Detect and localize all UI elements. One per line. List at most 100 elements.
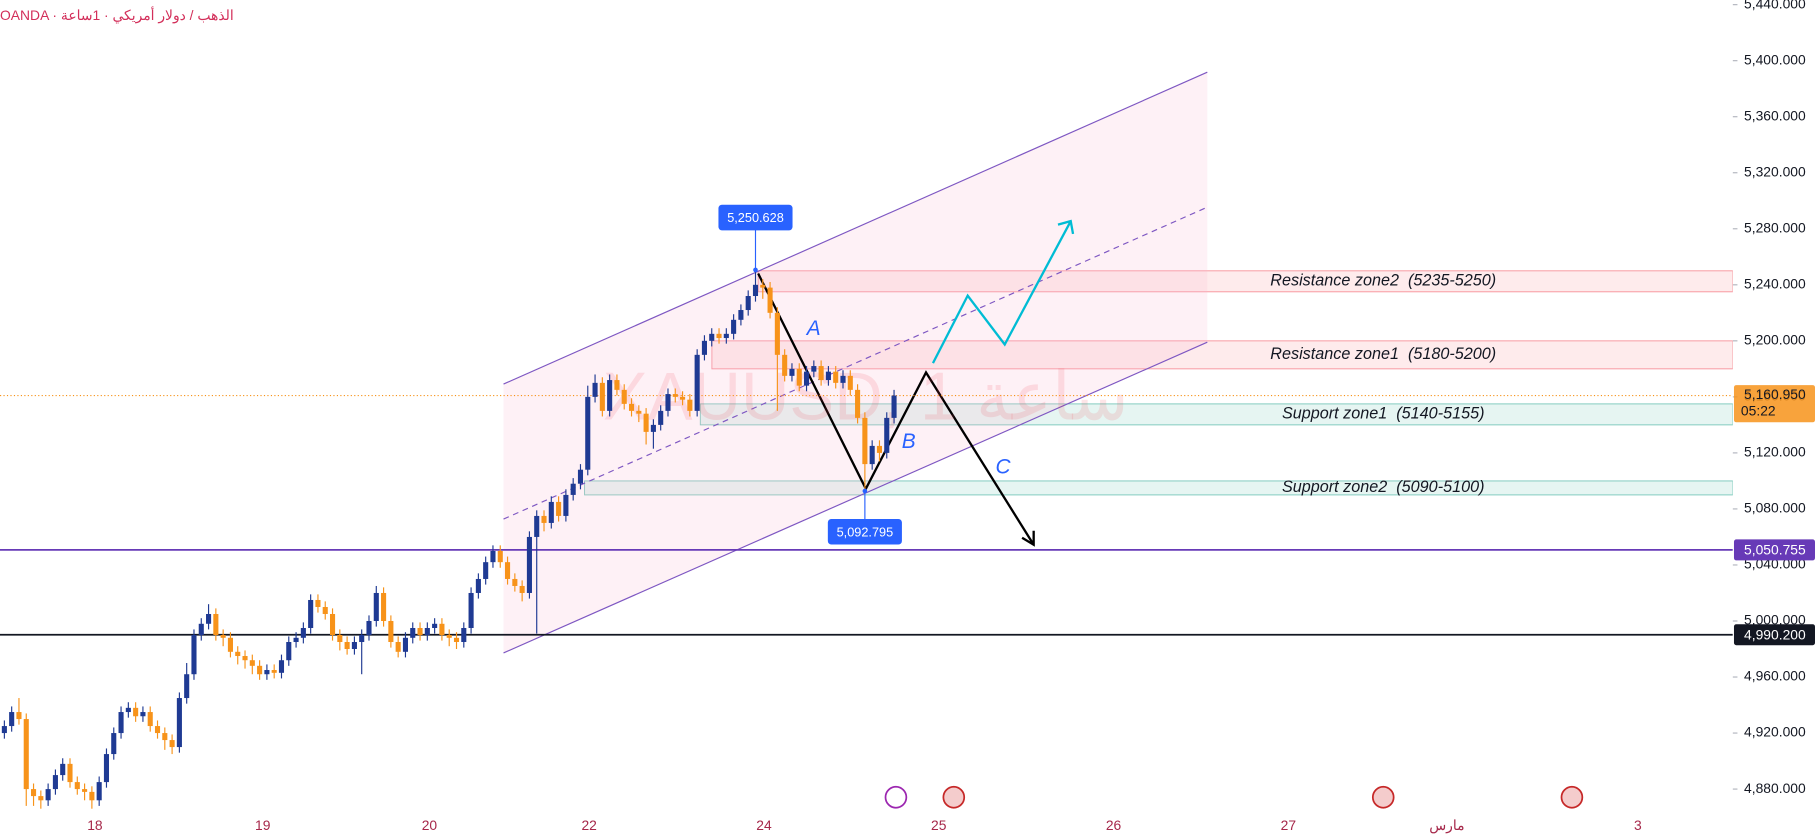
- candle-body: [344, 642, 350, 650]
- candle-body: [483, 562, 489, 579]
- candle-body: [439, 623, 445, 636]
- channel-upper: [503, 71, 1208, 385]
- y-tick-label: 5,280.000: [1744, 219, 1806, 235]
- x-tick-label: 18: [87, 817, 103, 833]
- candle-body: [577, 469, 584, 484]
- candle-body: [628, 403, 635, 411]
- candle-body: [242, 656, 248, 661]
- drawings: [503, 71, 1584, 809]
- candle-body: [592, 382, 598, 397]
- candle-body: [650, 424, 656, 432]
- zone-label: Resistance zone1 (5180-5200): [1270, 345, 1496, 363]
- candle-body: [497, 550, 503, 563]
- candle-body: [388, 620, 394, 643]
- candle-body: [833, 371, 839, 383]
- zone-label: Support zone2 (5090-5100): [1282, 478, 1485, 496]
- candle-body: [752, 284, 759, 297]
- arrowhead-up: [1057, 219, 1075, 235]
- candle-body: [607, 380, 613, 411]
- price-axis: 4,880.0004,920.0004,960.0005,000.0005,04…: [1732, 0, 1815, 838]
- price-line-label: 4,990.200: [1744, 627, 1806, 643]
- price-line-label: 5,050.755: [1744, 542, 1806, 558]
- wave-label: A: [805, 317, 821, 340]
- candle-body: [782, 354, 788, 376]
- candle-body: [876, 445, 883, 453]
- marker-label: 5,092.795: [837, 524, 894, 539]
- candle-body: [125, 707, 131, 713]
- candle-body: [16, 712, 22, 720]
- marker-label: 5,250.628: [727, 210, 784, 225]
- event-icon: [884, 785, 908, 809]
- candle-body: [563, 494, 569, 516]
- candle-body: [723, 333, 729, 339]
- candle-body: [869, 445, 875, 465]
- candle-body: [424, 627, 430, 636]
- candle-body: [82, 789, 88, 792]
- event-icons: [884, 785, 1584, 809]
- x-tick-label: مارس: [1429, 817, 1464, 834]
- marker-bubble: [718, 204, 793, 231]
- x-tick-label: 27: [1281, 817, 1297, 833]
- channel-mid: [503, 206, 1208, 520]
- candle-body: [191, 635, 197, 675]
- candle-body: [52, 775, 58, 790]
- candle-body: [818, 366, 824, 381]
- candle-body: [687, 399, 693, 411]
- channel-fill: [503, 72, 1208, 653]
- candle-body: [585, 396, 591, 470]
- candle-body: [300, 627, 306, 638]
- x-tick-label: 24: [756, 817, 772, 833]
- candle-body: [891, 395, 897, 418]
- price-line-tag: [1733, 624, 1815, 646]
- y-tick-label: 4,880.000: [1744, 780, 1806, 796]
- price-lines: [0, 394, 1733, 636]
- candle-body: [774, 312, 780, 355]
- candle-body: [402, 637, 409, 652]
- y-tick-label: 5,240.000: [1744, 275, 1806, 291]
- candle-body: [432, 623, 438, 628]
- candle-body: [534, 515, 540, 537]
- candle-body: [271, 670, 277, 673]
- candle-body: [351, 642, 357, 650]
- candle-body: [111, 733, 117, 755]
- last-price-tag: [1733, 385, 1815, 423]
- event-icon: [942, 785, 966, 809]
- candle-body: [227, 637, 233, 652]
- x-tick-label: 20: [422, 817, 438, 833]
- candle-body: [89, 791, 95, 801]
- candle-body: [329, 613, 336, 636]
- candles: [1, 269, 897, 809]
- event-icon: [1371, 785, 1395, 809]
- candle-body: [103, 754, 110, 783]
- candle-body: [140, 712, 146, 717]
- candle-body: [519, 585, 525, 593]
- y-tick-label: 4,920.000: [1744, 724, 1806, 740]
- candle-body: [658, 410, 664, 425]
- candle-body: [636, 410, 642, 414]
- candle-body: [67, 763, 73, 783]
- y-tick-label: 5,080.000: [1744, 500, 1806, 516]
- candle-body: [176, 698, 182, 748]
- y-tick-label: 5,000.000: [1744, 612, 1806, 628]
- candle-body: [760, 284, 766, 288]
- wave-label: B: [902, 430, 916, 453]
- x-tick-label: 25: [931, 817, 947, 833]
- candle-body: [118, 712, 124, 734]
- candle-body: [133, 707, 139, 717]
- candle-body: [38, 796, 44, 801]
- candle-body: [417, 627, 423, 636]
- candle-body: [505, 562, 511, 579]
- x-tick-label: 19: [255, 817, 271, 833]
- candle-body: [206, 613, 212, 624]
- candle-body: [286, 642, 292, 661]
- y-tick-label: 4,960.000: [1744, 668, 1806, 684]
- channel-lower: [503, 341, 1208, 654]
- candle-body: [154, 726, 161, 734]
- candle-body: [264, 670, 270, 675]
- candle-body: [709, 333, 715, 341]
- arrowhead-down: [1021, 530, 1035, 547]
- y-tick-label: 5,440.000: [1744, 0, 1806, 11]
- zone-label: Resistance zone2 (5235-5250): [1270, 272, 1496, 290]
- candle-body: [257, 665, 263, 675]
